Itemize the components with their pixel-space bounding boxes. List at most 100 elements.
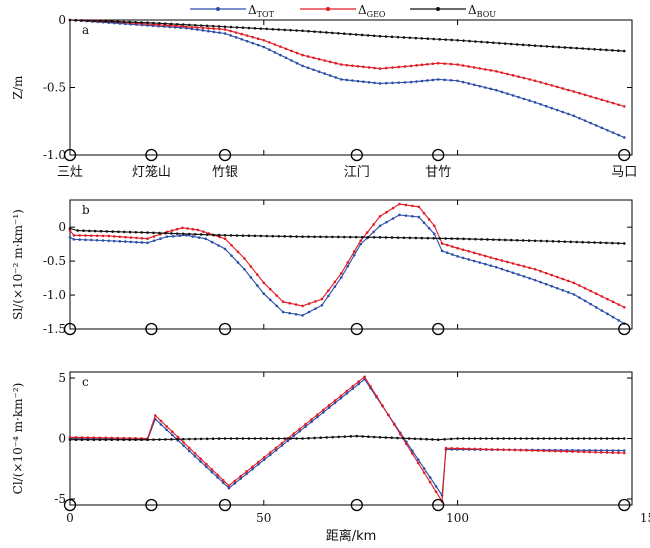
data-point (175, 227, 179, 231)
data-point (588, 450, 592, 454)
data-point (390, 436, 394, 440)
data-point (199, 457, 202, 460)
data-point (519, 448, 523, 452)
data-point (594, 306, 598, 309)
data-point (572, 293, 576, 296)
data-point (456, 63, 459, 66)
data-point (533, 44, 537, 47)
data-point (593, 47, 596, 51)
data-point (511, 262, 515, 265)
data-point (373, 66, 376, 70)
data-point (462, 437, 465, 440)
y-tick-label: -1.0 (43, 288, 66, 302)
data-point (295, 51, 299, 55)
data-point (98, 438, 102, 442)
data-point (235, 437, 239, 440)
data-point (245, 34, 249, 37)
data-point (567, 112, 570, 116)
data-point (271, 27, 275, 31)
data-point (86, 19, 90, 22)
data-point (90, 234, 93, 237)
x-tick-label: 100 (446, 511, 469, 525)
data-point (223, 25, 227, 29)
data-point (410, 452, 414, 455)
data-point (569, 46, 573, 50)
station-marker (432, 498, 445, 512)
data-point (310, 420, 313, 424)
data-point (221, 478, 225, 482)
series-tot (68, 18, 626, 139)
data-point (187, 446, 191, 450)
data-point (539, 239, 543, 243)
data-point (622, 105, 626, 108)
data-point (340, 276, 343, 279)
data-point (277, 437, 281, 440)
data-point (265, 437, 269, 440)
data-point (372, 230, 375, 234)
data-point (342, 32, 346, 36)
data-point (68, 229, 72, 232)
data-point (170, 430, 174, 434)
data-point (438, 237, 442, 240)
data-point (372, 235, 376, 239)
data-point (490, 437, 494, 440)
data-point (223, 237, 227, 240)
data-point (605, 241, 608, 245)
data-point (273, 43, 277, 46)
data-point (113, 235, 116, 238)
data-point (340, 63, 343, 66)
data-point (301, 29, 304, 33)
data-point (511, 271, 515, 275)
data-point (223, 247, 227, 251)
data-point (205, 233, 209, 236)
data-point (495, 265, 498, 269)
data-point (92, 19, 96, 23)
data-point (390, 35, 394, 39)
data-point (542, 449, 546, 453)
data-point (202, 230, 205, 233)
data-point (357, 380, 360, 383)
data-point (345, 389, 349, 393)
data-point (193, 437, 197, 441)
data-point (325, 235, 328, 239)
data-point (480, 40, 483, 44)
data-point (456, 79, 459, 83)
data-point (230, 254, 233, 257)
data-point (605, 451, 609, 454)
legend-entry-geo: ΔGEO (300, 3, 386, 19)
data-point (462, 237, 465, 241)
data-point (317, 70, 321, 73)
data-point (319, 436, 322, 439)
data-point (211, 437, 215, 440)
data-point (178, 234, 182, 238)
data-point (159, 237, 162, 240)
data-point (193, 454, 197, 458)
data-point (152, 438, 155, 441)
data-point (467, 82, 470, 85)
data-point (571, 437, 574, 440)
data-point (405, 442, 408, 446)
data-point (393, 423, 396, 427)
data-point (548, 449, 551, 453)
data-point (506, 92, 509, 95)
data-point (146, 438, 149, 442)
data-point (257, 460, 260, 464)
data-point (181, 23, 185, 26)
data-point (484, 447, 488, 451)
data-point (268, 451, 272, 454)
data-point (196, 26, 199, 29)
data-point (533, 79, 537, 83)
data-point (201, 29, 205, 32)
data-point (367, 66, 371, 69)
data-point (271, 437, 275, 440)
data-point (122, 20, 125, 24)
data-point (583, 299, 587, 303)
panel-b: b 0 -0.5 -1.0 -1.5 Sl/(×10⁻² m·km⁻¹) (11, 199, 633, 336)
station-marker (618, 498, 631, 512)
data-point (280, 444, 284, 447)
data-point (253, 437, 257, 440)
data-point (472, 259, 476, 263)
data-point (191, 235, 195, 238)
data-point (539, 102, 542, 106)
y-axis-label: Cl/(×10⁻⁴ m·km⁻²) (11, 383, 25, 495)
